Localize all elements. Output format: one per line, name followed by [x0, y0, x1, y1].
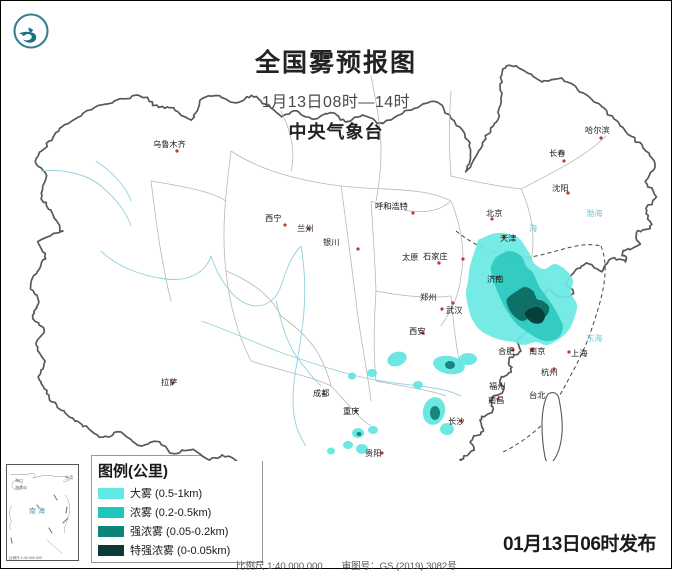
svg-text:海南岛: 海南岛 — [15, 484, 27, 490]
svg-text:太原: 太原 — [402, 252, 418, 262]
svg-text:郑州: 郑州 — [420, 292, 436, 302]
svg-text:杭州: 杭州 — [541, 367, 557, 377]
svg-text:长春: 长春 — [549, 148, 565, 158]
svg-text:上海: 上海 — [571, 348, 587, 358]
svg-text:渤海: 渤海 — [586, 208, 602, 218]
svg-text:重庆: 重庆 — [343, 406, 359, 416]
svg-text:沈阳: 沈阳 — [552, 183, 568, 193]
svg-text:合肥: 合肥 — [498, 346, 514, 356]
svg-text:南昌: 南昌 — [488, 395, 504, 405]
svg-text:海: 海 — [529, 223, 537, 233]
svg-text:哈尔滨: 哈尔滨 — [585, 125, 610, 135]
svg-text:武汉: 武汉 — [446, 305, 462, 315]
svg-text:兰州: 兰州 — [297, 223, 313, 233]
svg-text:南 海: 南 海 — [29, 506, 45, 515]
svg-text:济南: 济南 — [487, 274, 503, 284]
svg-text:成都: 成都 — [313, 388, 329, 398]
svg-text:银川: 银川 — [323, 237, 339, 247]
svg-text:呼和浩特: 呼和浩特 — [375, 201, 408, 211]
svg-text:福州: 福州 — [489, 382, 505, 391]
svg-text:拉萨: 拉萨 — [161, 377, 177, 387]
svg-text:西安: 西安 — [409, 326, 425, 336]
svg-text:长沙: 长沙 — [448, 416, 464, 426]
svg-text:石家庄: 石家庄 — [423, 251, 448, 261]
svg-text:天津: 天津 — [500, 233, 516, 243]
svg-text:台北: 台北 — [529, 390, 545, 400]
svg-text:西宁: 西宁 — [265, 213, 281, 223]
svg-text:贵阳: 贵阳 — [365, 448, 381, 458]
svg-text:台湾: 台湾 — [65, 474, 73, 480]
svg-text:海口: 海口 — [15, 477, 23, 483]
svg-text:比例尺 1:40 000 000: 比例尺 1:40 000 000 — [9, 555, 42, 560]
svg-text:北京: 北京 — [486, 208, 502, 218]
svg-text:南京: 南京 — [529, 346, 545, 356]
svg-text:东海: 东海 — [586, 333, 602, 343]
